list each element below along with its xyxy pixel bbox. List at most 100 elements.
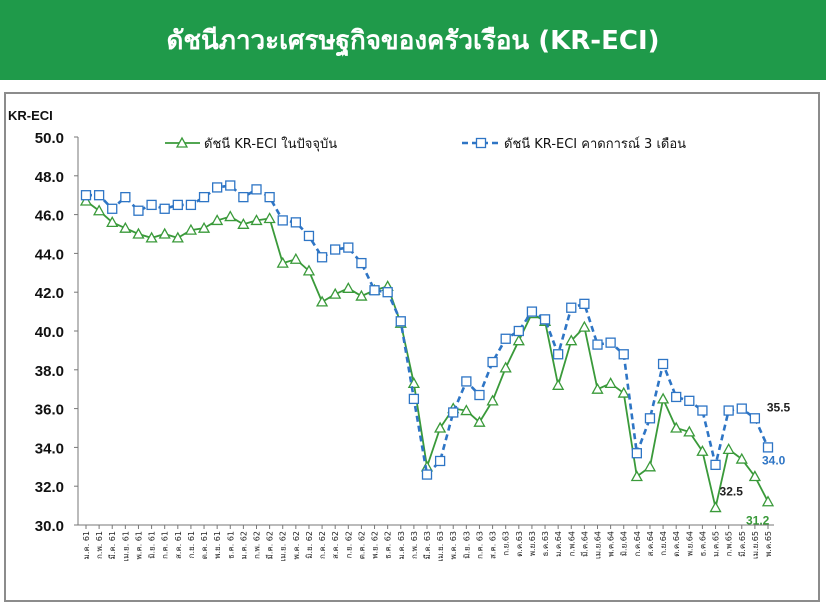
data-point [106,216,119,228]
x-tick-label: ธ.ค.63 [541,531,550,557]
x-tick-label: ส.ค. 63 [489,531,498,559]
x-tick-label: ต.ค.63 [515,531,524,557]
x-tick-label: ก.ค. 63 [475,531,484,559]
x-tick-label: พ.ย. 61 [213,531,222,559]
y-tick-label: 42.0 [35,285,64,302]
y-axis: 30.0 32.0 34.0 36.0 38.0 40.0 42.0 44.0 46.0 48.0… [35,130,79,535]
data-point [656,392,670,404]
data-point [671,391,682,403]
data-point [749,413,761,424]
x-tick-label: พ.ค. 62 [292,531,301,559]
data-point [342,281,355,293]
x-tick-label: มิ.ย. 61 [148,531,157,559]
y-axis-label: KR-ECI [8,108,53,123]
data-point [159,203,170,214]
data-point [474,389,485,401]
x-tick-label: ก.พ. 61 [95,531,104,559]
data-point [473,415,486,427]
x-tick-label: มิ.ย.64 [620,531,629,556]
legend-marker-forecast [475,137,487,149]
data-point [277,215,288,226]
data-label: 34.0 [762,453,786,467]
data-point [618,349,629,360]
data-point [225,180,236,191]
x-tick-label: ก.พ. 63 [410,531,419,559]
y-tick-label: 36.0 [35,402,64,419]
data-point [448,407,459,418]
data-point [79,194,93,206]
data-point [461,376,472,387]
x-tick-label: ก.ค. 61 [161,531,170,559]
x-tick-label: ธ.ค. 62 [384,531,393,559]
x-tick-label: ก.พ.65 [725,531,734,556]
data-point [224,210,237,222]
data-point [710,459,721,471]
data-point [487,356,498,368]
x-tick-label: ก.ค. 62 [318,531,327,559]
x-tick-label: มิ.ย. 63 [462,531,471,559]
data-point [172,199,183,211]
x-tick-label: ม.ค. 62 [239,531,248,559]
x-tick-label: ก.ย.64 [659,531,668,556]
data-point [119,221,132,233]
data-point [670,421,683,433]
data-point [643,460,657,472]
data-point [146,199,157,211]
data-point [330,244,341,255]
data-point [736,403,747,414]
x-tick-label: ต.ค. 61 [200,531,209,559]
y-tick-label: 34.0 [35,440,64,457]
x-tick-label: ม.ค.65 [712,531,721,557]
data-point [250,214,263,226]
y-tick-label: 48.0 [35,169,64,186]
y-tick-label: 44.0 [35,246,64,263]
data-point [276,256,289,268]
data-point [644,413,656,424]
data-point [407,377,420,389]
page-title: ดัชนีภาวะเศรษฐกิจของครัวเรือน (KR-ECI) [166,25,660,56]
y-tick-label: 30.0 [35,518,64,535]
data-point [579,298,590,309]
data-point [553,349,564,360]
data-point [552,378,565,390]
x-tick-label: ส.ค. 62 [331,531,340,559]
data-point [761,495,775,507]
x-tick-label: ก.ย. 62 [344,531,353,558]
data-point [566,302,577,313]
series-forecast [80,180,774,480]
x-tick-label: ส.ค.64 [646,531,655,557]
x-tick-label: ก.พ.64 [567,531,576,556]
x-tick-label: พ.ค.64 [607,531,616,557]
data-point [512,334,525,346]
legend-label-forecast: ดัชนี KR-ECI คาดการณ์ 3 เดือน [504,136,686,152]
data-point [369,285,380,296]
data-point [539,314,551,325]
x-tick-label: เม.ย. 62 [279,531,288,562]
y-tick-label: 38.0 [35,363,64,380]
data-point [356,257,367,269]
x-tick-label: เม.ย. 63 [436,531,445,562]
data-point [303,230,315,242]
data-point [264,191,275,203]
data-point [723,405,734,416]
data-point [605,337,616,348]
data-point [434,455,446,467]
data-point [696,444,709,456]
chart-frame [4,92,820,602]
data-point [289,252,302,264]
data-point [578,320,591,332]
series-layer [79,180,775,513]
annotations: 35.5 34.0 32.5 31.2 [720,400,791,527]
x-tick-label: มี.ค. 63 [423,531,432,559]
x-tick-label: ม.ค. 63 [397,531,406,559]
data-point [238,191,249,203]
data-point [93,204,106,216]
x-tick-label: เม.ย. 61 [121,531,130,562]
y-tick-label: 46.0 [35,208,64,225]
data-point [107,203,118,214]
data-point [762,442,774,453]
x-tick-label: พ.ย.64 [685,531,694,556]
x-tick-label: เม.ย.64 [594,531,603,559]
data-label: 35.5 [767,400,791,414]
data-point [251,184,262,195]
